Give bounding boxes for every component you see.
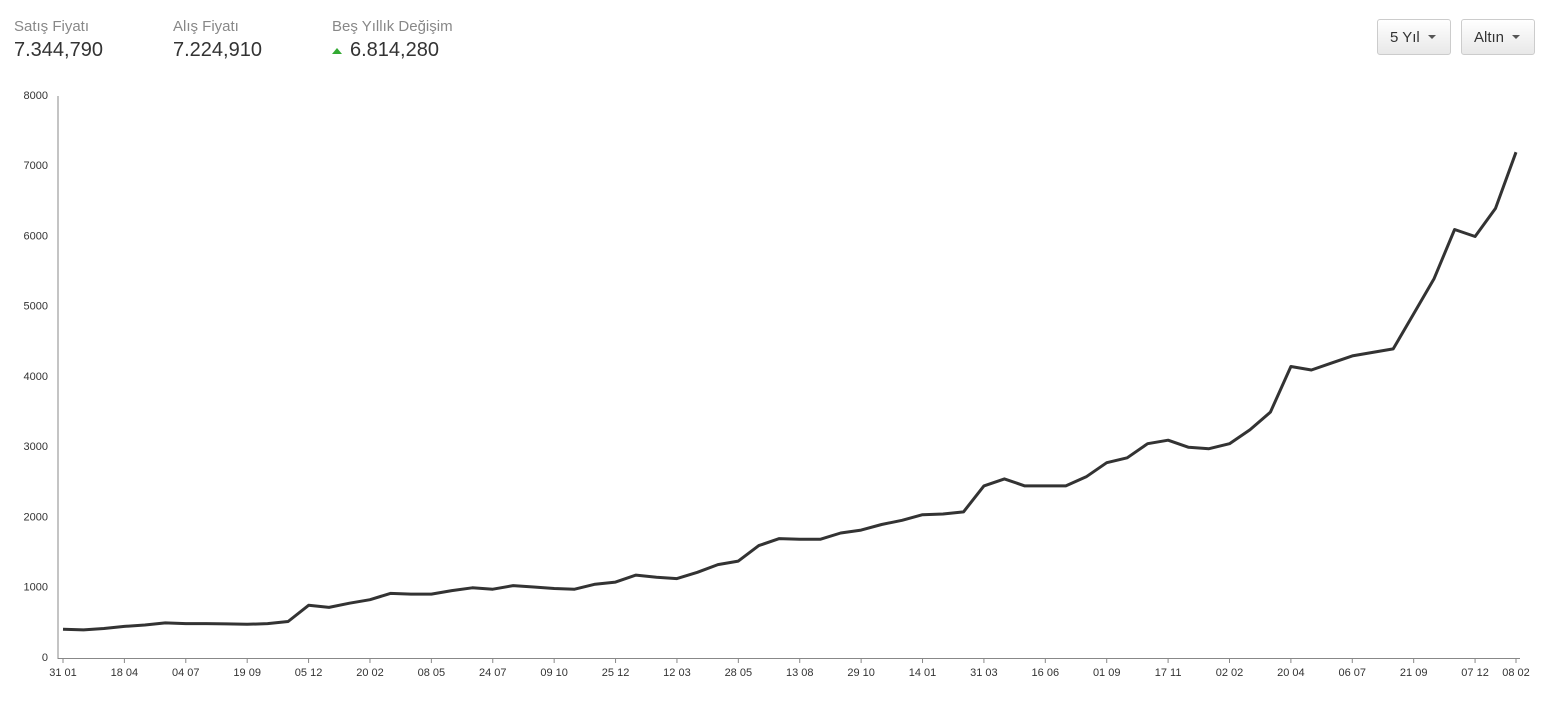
x-tick-label: 05 12 <box>295 667 323 679</box>
x-tick-label: 31 01 <box>49 667 77 679</box>
x-tick-label: 07 12 <box>1461 667 1489 679</box>
period-dropdown[interactable]: 5 Yıl <box>1377 19 1451 55</box>
price-line <box>62 151 1518 632</box>
stat: Satış Fiyatı 7.344,790 <box>14 18 103 62</box>
stat: Alış Fiyatı 7.224,910 <box>173 18 262 62</box>
x-tick-label: 20 02 <box>356 667 384 679</box>
x-tick-label: 06 07 <box>1339 667 1367 679</box>
stat-value-text: 6.814,280 <box>350 39 439 61</box>
period-text: 5 Yıl <box>1390 28 1420 46</box>
x-tick-label: 12 03 <box>663 667 691 679</box>
x-tick-label: 08 02 <box>1502 667 1530 679</box>
y-tick-label: 7000 <box>24 160 48 172</box>
up-arrow <box>332 47 342 54</box>
x-tick-label: 04 07 <box>172 667 200 679</box>
stat-value: 6.814,280 <box>332 39 453 62</box>
y-tick-label: 4000 <box>24 371 48 383</box>
x-tick-label: 01 09 <box>1093 667 1121 679</box>
x-tick-label: 29 10 <box>847 667 875 679</box>
x-tick-label: 18 04 <box>111 667 139 679</box>
x-tick-label: 21 09 <box>1400 667 1428 679</box>
x-tick-label: 14 01 <box>909 667 937 679</box>
x-tick-label: 31 03 <box>970 667 998 679</box>
stat-label: Satış Fiyatı <box>14 18 90 35</box>
caret <box>1512 35 1521 39</box>
stat-label: Beş Yıllık Değişim <box>332 18 453 35</box>
stat-value: 7.224,910 <box>173 39 262 61</box>
y-tick-label: 2000 <box>24 511 48 523</box>
y-tick-label: 1000 <box>24 582 48 594</box>
x-tick-label: 08 05 <box>418 667 446 679</box>
stat: Beş Yıllık Değişim 6.814,280 <box>332 18 453 62</box>
x-tick-label: 28 05 <box>725 667 753 679</box>
x-tick-label: 17 11 <box>1155 667 1182 679</box>
stat-value: 7.344,790 <box>14 39 103 61</box>
asset-dropdown[interactable]: Altın <box>1461 19 1535 55</box>
x-tick-label: 20 04 <box>1277 667 1305 679</box>
y-tick-label: 3000 <box>24 441 48 453</box>
y-tick-label: 6000 <box>24 230 48 242</box>
y-tick-label: 0 <box>42 652 48 664</box>
x-tick-label: 25 12 <box>602 667 630 679</box>
caret <box>1427 35 1436 39</box>
y-tick-label: 5000 <box>24 301 48 313</box>
stat-label: Alış Fiyatı <box>173 18 239 35</box>
y-tick-label: 8000 <box>24 90 48 102</box>
asset-text: Altın <box>1474 28 1505 46</box>
x-tick-label: 16 06 <box>1032 667 1060 679</box>
x-tick-label: 02 02 <box>1216 667 1244 679</box>
x-tick-label: 09 10 <box>540 667 568 679</box>
x-tick-label: 19 09 <box>233 667 261 679</box>
x-tick-label: 24 07 <box>479 667 507 679</box>
x-tick-label: 13 08 <box>786 667 814 679</box>
